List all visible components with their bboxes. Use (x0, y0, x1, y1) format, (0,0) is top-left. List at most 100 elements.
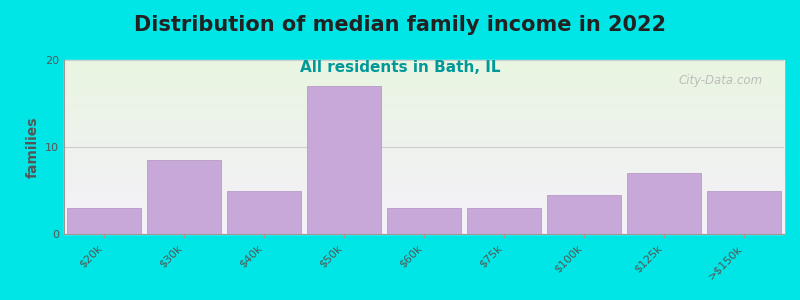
Bar (64, 213, 784, 215)
Bar (64, 72, 784, 74)
Bar (64, 203, 784, 204)
Bar (64, 232, 784, 234)
Bar (307, 86, 381, 234)
Bar (64, 164, 784, 166)
Bar (64, 90, 784, 91)
Bar (64, 84, 784, 86)
Bar (64, 190, 784, 192)
Bar (64, 135, 784, 137)
Bar (64, 65, 784, 67)
Bar (64, 204, 784, 206)
Bar (64, 212, 784, 213)
Bar (64, 152, 784, 154)
Bar (64, 119, 784, 121)
Bar (147, 160, 221, 234)
Bar (64, 149, 784, 151)
Text: All residents in Bath, IL: All residents in Bath, IL (300, 60, 500, 75)
Bar (64, 70, 784, 72)
Bar (64, 229, 784, 230)
Bar (64, 142, 784, 143)
Bar (64, 110, 784, 112)
Bar (64, 169, 784, 171)
Bar (64, 215, 784, 217)
Bar (64, 197, 784, 199)
Bar (64, 131, 784, 133)
Bar (64, 206, 784, 208)
Bar (64, 107, 784, 109)
Bar (64, 140, 784, 142)
Bar (64, 114, 784, 116)
Bar (67, 208, 141, 234)
Bar (64, 138, 784, 140)
Bar (64, 95, 784, 97)
Bar (64, 77, 784, 79)
Text: City-Data.com: City-Data.com (678, 74, 762, 87)
Bar (387, 208, 461, 234)
Bar (64, 184, 784, 185)
Bar (64, 166, 784, 168)
Bar (64, 227, 784, 229)
Bar (64, 69, 784, 70)
Bar (64, 79, 784, 81)
Bar (64, 199, 784, 201)
Bar (707, 190, 781, 234)
Bar (64, 145, 784, 147)
Bar (64, 194, 784, 196)
Bar (64, 177, 784, 178)
Bar (64, 81, 784, 82)
Bar (64, 62, 784, 64)
Bar (64, 143, 784, 145)
Bar (64, 171, 784, 173)
Bar (64, 124, 784, 126)
Bar (64, 175, 784, 177)
Bar (64, 208, 784, 210)
Bar (547, 195, 621, 234)
Bar (64, 156, 784, 158)
Bar (64, 133, 784, 135)
Bar (64, 76, 784, 77)
Bar (64, 159, 784, 161)
Bar (64, 220, 784, 222)
Bar (64, 116, 784, 117)
Y-axis label: families: families (26, 116, 39, 178)
Bar (64, 187, 784, 189)
Bar (64, 117, 784, 119)
Bar (64, 218, 784, 220)
Bar (64, 88, 784, 90)
Bar (64, 126, 784, 128)
Bar (64, 102, 784, 103)
Bar (64, 109, 784, 110)
Bar (64, 136, 784, 138)
Bar (64, 105, 784, 107)
Bar (64, 86, 784, 88)
Bar (64, 103, 784, 105)
Bar (64, 98, 784, 100)
Bar (64, 178, 784, 180)
Bar (64, 74, 784, 76)
Bar (64, 168, 784, 170)
Bar (64, 147, 784, 149)
Bar (64, 112, 784, 114)
Text: Distribution of median family income in 2022: Distribution of median family income in … (134, 15, 666, 35)
Bar (64, 182, 784, 184)
Bar (64, 130, 784, 131)
Bar (64, 151, 784, 152)
Bar (64, 60, 784, 62)
Bar (64, 222, 784, 224)
Bar (64, 163, 784, 164)
Bar (64, 185, 784, 187)
Bar (64, 158, 784, 159)
Bar (64, 224, 784, 225)
Bar (64, 201, 784, 203)
Bar (64, 91, 784, 93)
Bar (64, 93, 784, 95)
Bar (627, 173, 701, 234)
Bar (64, 121, 784, 123)
Bar (227, 190, 301, 234)
Bar (64, 67, 784, 69)
Bar (64, 196, 784, 197)
Bar (64, 192, 784, 194)
Bar (64, 230, 784, 232)
Bar (64, 123, 784, 124)
Bar (64, 97, 784, 98)
